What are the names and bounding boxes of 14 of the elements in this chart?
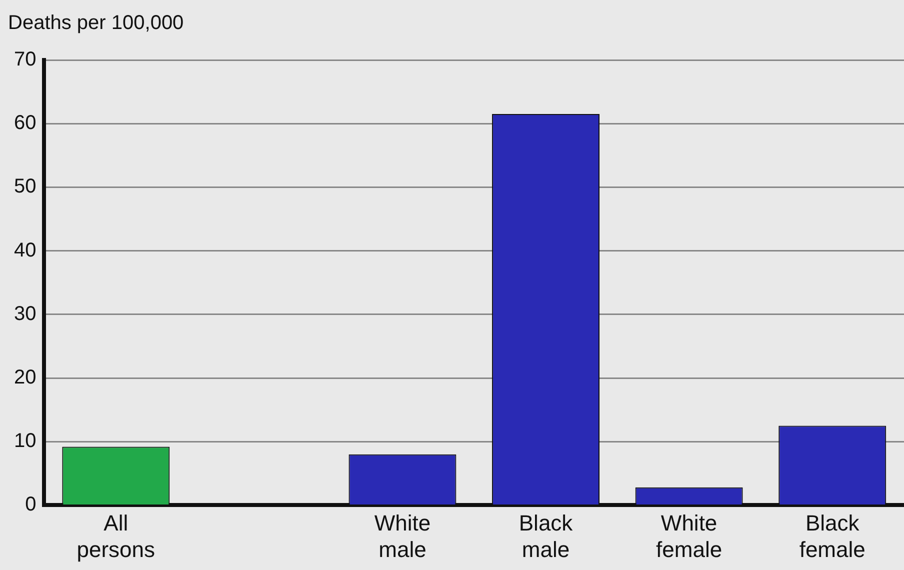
y-tick-label: 40 bbox=[14, 239, 36, 262]
y-tick-label: 0 bbox=[25, 494, 36, 516]
x-tick-label: All persons bbox=[76, 510, 156, 562]
y-tick-label: 50 bbox=[14, 176, 36, 198]
x-tick-label: Black male bbox=[518, 510, 574, 562]
x-tick-label: White female bbox=[656, 510, 722, 562]
y-tick-label: 20 bbox=[14, 366, 36, 389]
y-axis-title: Deaths per 100,000 bbox=[8, 12, 184, 35]
x-tick-label: White male bbox=[374, 510, 431, 562]
x-tick-label: Black female bbox=[799, 510, 866, 562]
y-tick-label: 10 bbox=[14, 430, 36, 452]
y-tick-label: 60 bbox=[14, 112, 36, 134]
y-tick-label: 70 bbox=[14, 48, 36, 71]
y-tick-label: 30 bbox=[14, 302, 36, 325]
